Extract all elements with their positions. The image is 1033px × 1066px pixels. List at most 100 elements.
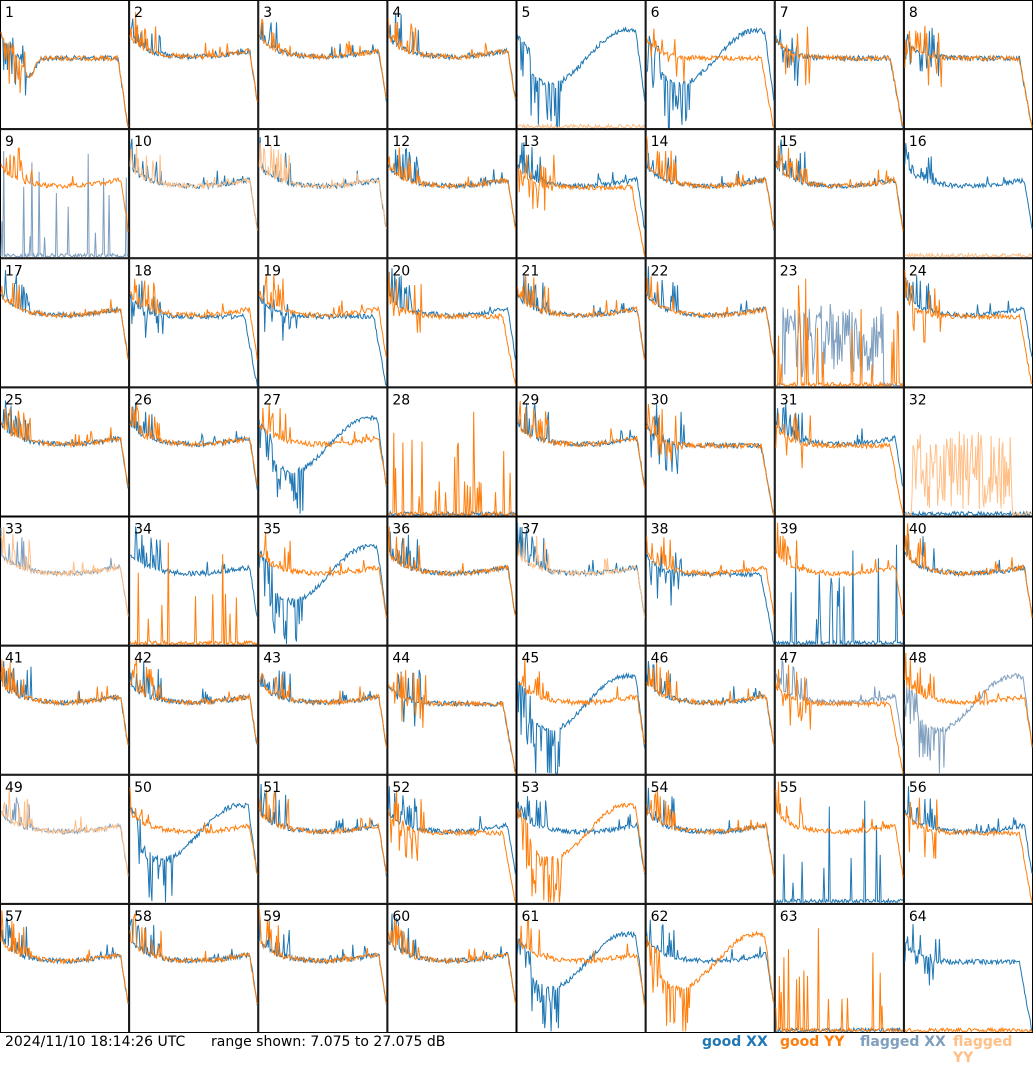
panel-62-yy-trace bbox=[646, 930, 775, 1032]
panel-label: 23 bbox=[780, 263, 798, 279]
panel-3-xx-trace bbox=[258, 22, 387, 103]
panel-4: 4 bbox=[387, 0, 517, 130]
panel-label: 9 bbox=[5, 134, 14, 150]
panel-label: 58 bbox=[134, 909, 152, 925]
panel-label: 54 bbox=[651, 780, 669, 796]
panel-frame bbox=[0, 0, 130, 130]
panel-label: 26 bbox=[134, 392, 152, 408]
panel-33: 33 bbox=[0, 516, 130, 646]
panel-34: 34 bbox=[129, 516, 259, 646]
panel-38: 38 bbox=[645, 516, 775, 646]
panel-frame bbox=[387, 129, 517, 259]
panel-58-xx-trace bbox=[129, 918, 258, 1006]
panel-33-yy-trace bbox=[0, 526, 129, 617]
panel-label: 50 bbox=[134, 780, 152, 796]
panel-47-yy-trace bbox=[775, 664, 904, 774]
panel-frame bbox=[258, 0, 388, 130]
panel-17-yy-trace bbox=[0, 282, 129, 360]
panel-54: 54 bbox=[645, 774, 775, 904]
panel-19: 19 bbox=[258, 258, 388, 388]
panel-frame bbox=[645, 129, 775, 259]
panel-11: 11 bbox=[258, 129, 388, 259]
panel-label: 61 bbox=[522, 909, 540, 925]
panel-46-xx-trace bbox=[646, 660, 775, 746]
panel-25: 25 bbox=[0, 387, 130, 517]
panel-55-xx-trace bbox=[775, 800, 904, 904]
panel-frame bbox=[0, 645, 130, 775]
panel-50: 50 bbox=[129, 774, 259, 904]
panel-22-yy-trace bbox=[646, 276, 775, 357]
panel-8: 8 bbox=[903, 0, 1033, 130]
panel-7-yy-trace bbox=[775, 26, 904, 127]
panel-11-yy-trace bbox=[258, 142, 387, 229]
panel-frame bbox=[774, 516, 904, 646]
panel-20-yy-trace bbox=[387, 271, 516, 386]
panel-63-yy-trace bbox=[775, 928, 904, 1033]
panel-frame bbox=[387, 516, 517, 646]
panel-18-yy-trace bbox=[129, 278, 258, 361]
panel-61-xx-trace bbox=[517, 930, 646, 1032]
panel-frame bbox=[516, 645, 646, 775]
panel-12-yy-trace bbox=[387, 147, 516, 229]
panel-label: 64 bbox=[909, 909, 927, 925]
panel-frame bbox=[258, 129, 388, 259]
panel-frame bbox=[387, 645, 517, 775]
panel-33-xx-trace bbox=[0, 527, 129, 616]
panel-63: 63 bbox=[774, 903, 904, 1033]
panel-26: 26 bbox=[129, 387, 259, 517]
panel-24-yy-trace bbox=[904, 269, 1033, 385]
legend-flagged-xx: flagged XX bbox=[860, 1034, 946, 1050]
panel-6-xx-trace bbox=[646, 27, 775, 128]
panel-label: 43 bbox=[263, 651, 281, 667]
panel-35-xx-trace bbox=[258, 543, 387, 645]
panel-frame bbox=[645, 774, 775, 904]
panel-frame bbox=[258, 774, 388, 904]
panel-label: 4 bbox=[392, 5, 401, 21]
panel-label: 22 bbox=[651, 263, 669, 279]
panel-3: 3 bbox=[258, 0, 388, 130]
panel-36: 36 bbox=[387, 516, 517, 646]
panel-50-yy-trace bbox=[129, 787, 258, 875]
panel-frame bbox=[645, 903, 775, 1033]
panel-29: 29 bbox=[516, 387, 646, 517]
panel-44: 44 bbox=[387, 645, 517, 775]
panel-14: 14 bbox=[645, 129, 775, 259]
panel-label: 21 bbox=[522, 263, 540, 279]
panel-23-xx-trace bbox=[775, 303, 904, 387]
panel-label: 36 bbox=[392, 522, 410, 538]
panel-frame bbox=[774, 129, 904, 259]
panel-4-yy-trace bbox=[387, 18, 516, 100]
panel-9-yy-trace bbox=[0, 147, 129, 232]
panel-52: 52 bbox=[387, 774, 517, 904]
panel-label: 48 bbox=[909, 651, 927, 667]
panel-7-xx-trace bbox=[775, 29, 904, 128]
panel-label: 3 bbox=[263, 5, 272, 21]
panel-23: 23 bbox=[774, 258, 904, 388]
panel-frame bbox=[129, 774, 259, 904]
panel-52-xx-trace bbox=[387, 786, 516, 875]
panel-20: 20 bbox=[387, 258, 517, 388]
panel-label: 6 bbox=[651, 5, 660, 21]
panel-10-xx-trace bbox=[129, 138, 258, 229]
range-label: range shown: 7.075 to 27.075 dB bbox=[211, 1034, 446, 1050]
panel-label: 29 bbox=[522, 392, 540, 408]
panel-frame bbox=[129, 129, 259, 259]
panel-label: 52 bbox=[392, 780, 410, 796]
panel-label: 53 bbox=[522, 780, 540, 796]
panel-frame bbox=[258, 387, 388, 517]
panel-55: 55 bbox=[774, 774, 904, 904]
panel-35: 35 bbox=[258, 516, 388, 646]
panel-50-xx-trace bbox=[129, 802, 258, 903]
panel-32-yy-trace bbox=[904, 431, 1033, 517]
panel-label: 1 bbox=[5, 5, 14, 21]
panel-label: 32 bbox=[909, 392, 927, 408]
panel-48: 48 bbox=[903, 645, 1033, 775]
panel-frame bbox=[0, 258, 130, 388]
panel-frame bbox=[0, 774, 130, 904]
panel-label: 49 bbox=[5, 780, 23, 796]
panel-2-yy-trace bbox=[129, 12, 258, 102]
panel-2: 2 bbox=[129, 0, 259, 130]
panel-36-yy-trace bbox=[387, 526, 516, 616]
panel-frame bbox=[129, 516, 259, 646]
